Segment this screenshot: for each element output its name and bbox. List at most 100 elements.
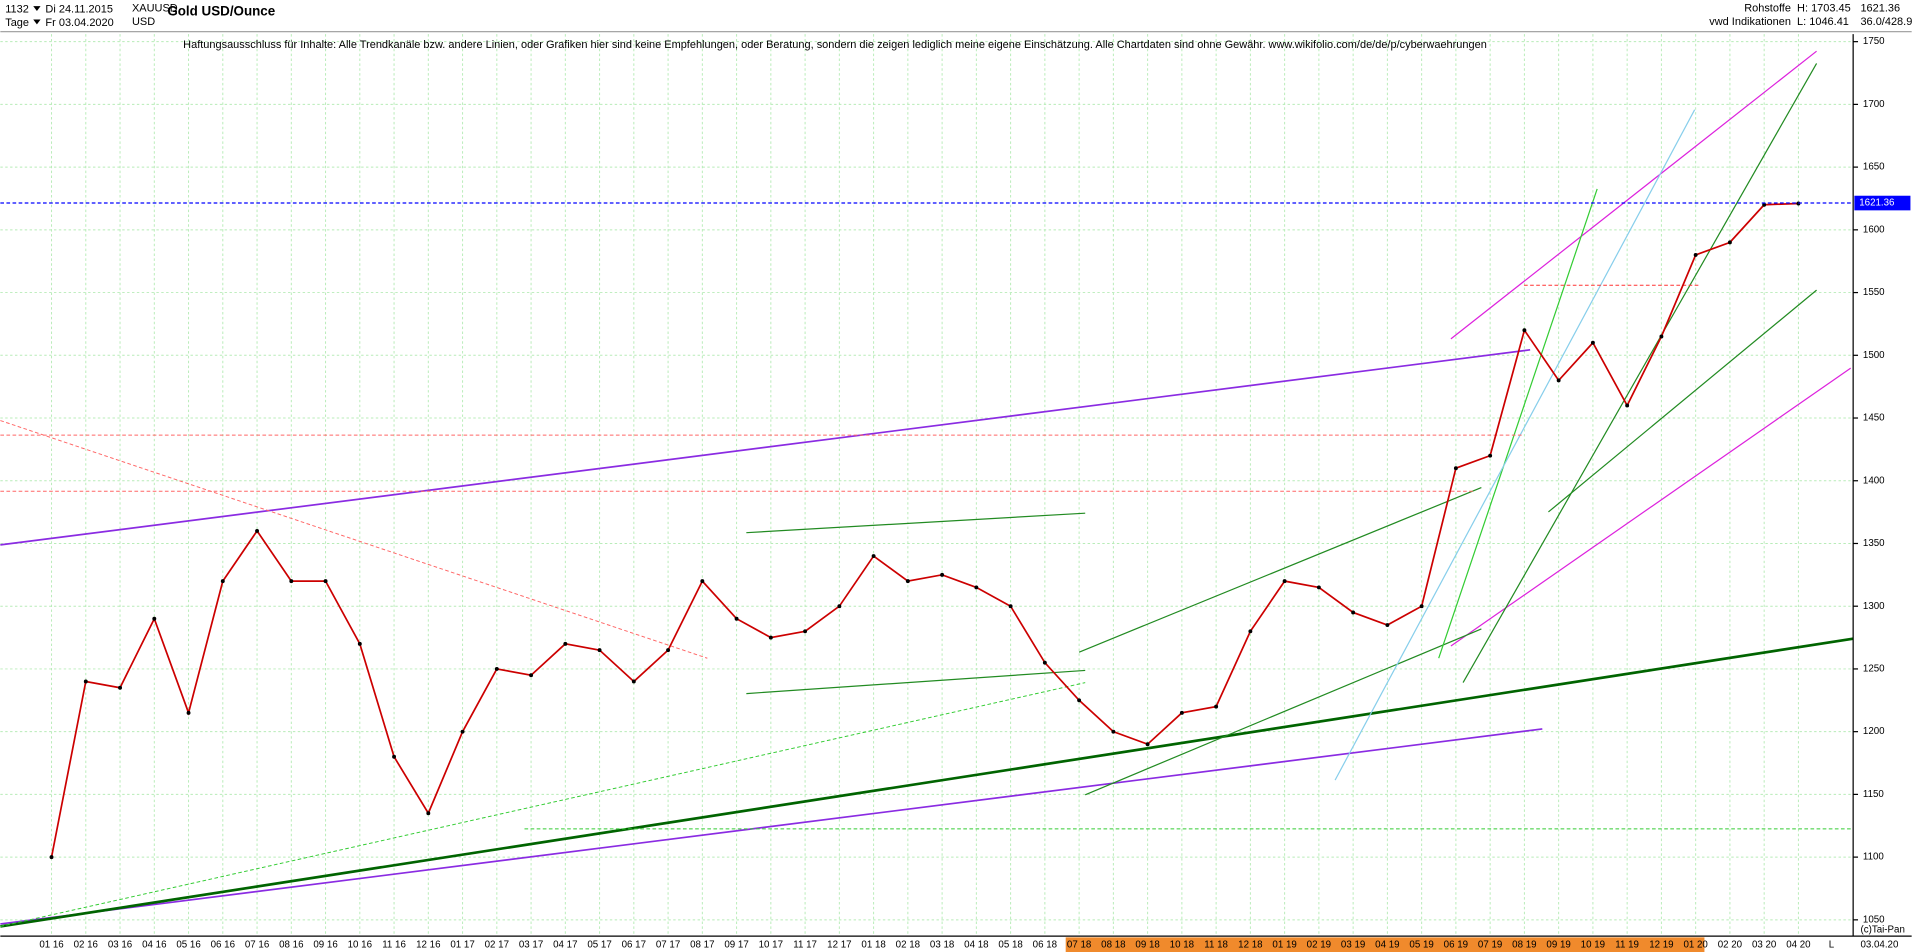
trend-line [1450, 367, 1852, 647]
x-tick-label: 09 17 [724, 939, 748, 950]
category: Rohstoffe [1744, 2, 1791, 14]
price-point [289, 579, 294, 584]
price-point [118, 685, 122, 690]
price-point [803, 629, 808, 634]
copyright: (c)Tai-Pan [1860, 925, 1904, 936]
x-tick-label: 04 18 [964, 939, 988, 950]
dropdown-icon[interactable] [33, 6, 41, 11]
x-tick-label: 07 19 [1478, 939, 1502, 950]
price-point [700, 579, 705, 584]
x-tick-label: 10 19 [1581, 939, 1605, 950]
price-point [186, 710, 191, 715]
y-tick-label: 1100 [1863, 852, 1885, 863]
price-point [1522, 328, 1527, 333]
x-tick-label: 11 17 [793, 939, 817, 950]
price-point [152, 616, 157, 621]
price-point [1385, 623, 1390, 627]
trend-line [1084, 628, 1482, 796]
price-point [1727, 240, 1732, 245]
price-point [768, 635, 773, 640]
y-tick-label: 1650 [1863, 162, 1885, 173]
x-tick-label: 03 19 [1341, 939, 1365, 950]
price-point [1419, 604, 1424, 609]
price-point [1488, 453, 1493, 458]
x-tick-label: 04 16 [142, 939, 166, 950]
y-tick-label: 1450 [1863, 413, 1885, 424]
x-tick-label: 02 18 [896, 939, 920, 950]
price-point [1179, 710, 1184, 715]
high: H: 1703.45 [1797, 2, 1851, 14]
trend-line [0, 420, 708, 659]
last-price-box [1854, 195, 1911, 211]
x-tick-label: 01 20 [1683, 939, 1708, 950]
price-point [426, 811, 431, 816]
x-tick-label: 12 17 [827, 939, 851, 950]
price-point [1556, 378, 1561, 383]
x-tick-label: 06 17 [622, 939, 646, 950]
x-tick-label: 08 19 [1512, 939, 1536, 950]
chart-title: Gold USD/Ounce [167, 4, 275, 19]
trend-line [0, 348, 1531, 546]
x-tick-label: 06 16 [211, 939, 235, 950]
last-date: 03.04.20 [1860, 939, 1899, 950]
trend-line [1548, 289, 1817, 513]
price-point [1077, 698, 1082, 703]
price-point [1659, 334, 1664, 339]
x-tick-label: 08 18 [1101, 939, 1125, 950]
price-point [837, 604, 842, 609]
period: Tage [5, 17, 29, 29]
trend-line [0, 637, 1854, 928]
x-tick-label: 10 16 [348, 939, 372, 950]
x-tick-label: 05 19 [1409, 939, 1433, 950]
x-tick-label: 01 19 [1272, 939, 1296, 950]
dropdown-icon[interactable] [33, 19, 41, 25]
x-tick-label: 11 19 [1615, 939, 1639, 950]
x-tick-label: 02 19 [1307, 939, 1331, 950]
y-tick-label: 1750 [1863, 36, 1885, 47]
grid [0, 34, 1854, 937]
x-tick-label: 05 16 [176, 939, 200, 950]
trend-line [1462, 63, 1818, 683]
volume-info: 36.0/428.9 [1860, 16, 1912, 28]
y-tick-label: 1500 [1863, 350, 1885, 361]
bar-count: 1132 [5, 4, 29, 16]
price-point [1008, 604, 1013, 609]
scale-mode: L [1829, 939, 1835, 950]
x-tick-label: 02 17 [485, 939, 509, 950]
y-tick-label: 1050 [1863, 914, 1885, 925]
x-tick-label: 07 17 [656, 939, 680, 950]
price-point [871, 554, 876, 558]
x-tick-label: 02 20 [1718, 939, 1743, 950]
x-tick-label: 04 19 [1375, 939, 1399, 950]
price-point [666, 648, 671, 653]
price-point [1111, 729, 1116, 734]
price-point [1042, 660, 1047, 665]
y-tick-label: 1400 [1863, 475, 1885, 486]
y-tick-label: 1600 [1863, 224, 1885, 235]
x-tick-label: 03 18 [930, 939, 954, 950]
price-point [1248, 629, 1253, 634]
x-tick-label: 12 19 [1649, 939, 1673, 950]
x-tick-label: 06 18 [1033, 939, 1057, 950]
price-point [1453, 466, 1458, 471]
axis-labels: 1050 1100 1150 1200 1250 1300 1350 1400 1450 1500… [39, 36, 1911, 950]
y-tick-label: 1700 [1863, 99, 1885, 110]
x-tick-label: 03 17 [519, 939, 543, 950]
price-point [905, 579, 910, 584]
price-point [1145, 742, 1150, 747]
x-tick-label: 01 17 [450, 939, 474, 950]
y-tick-label: 1550 [1863, 287, 1885, 298]
x-tick-label: 08 16 [279, 939, 303, 950]
x-axis-highlight [1065, 937, 1705, 952]
x-tick-label: 07 18 [1067, 939, 1091, 950]
price-point [1214, 704, 1219, 709]
x-tick-label: 07 16 [245, 939, 269, 950]
x-tick-label: 05 18 [998, 939, 1022, 950]
price-point [1625, 403, 1630, 408]
price-point [734, 616, 739, 621]
price-point [494, 666, 499, 671]
trend-line [1438, 188, 1598, 659]
price-point [1693, 252, 1698, 257]
